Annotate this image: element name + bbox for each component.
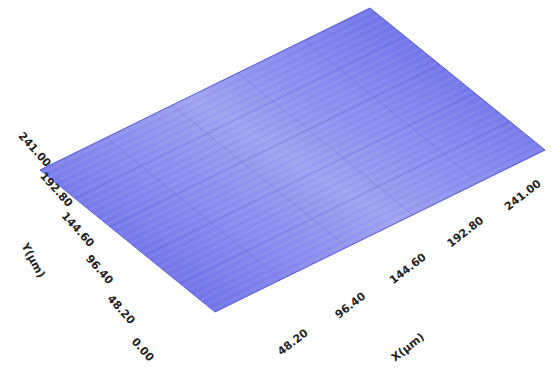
grid-line-x (370, 8, 545, 150)
texture-line (72, 34, 402, 196)
grid-line-y (110, 65, 440, 227)
texture-line (81, 41, 411, 203)
texture-line (52, 17, 382, 179)
x-tick-label: 96.40 (333, 289, 369, 321)
x-tick-label: 144.60 (387, 250, 429, 287)
grid-line-x (304, 40, 479, 182)
texture-line (60, 25, 390, 187)
texture-line (49, 15, 379, 177)
texture-line (58, 22, 388, 184)
grid-line-y (180, 122, 510, 284)
texture-line (75, 36, 405, 198)
chart-root: 48.2096.40144.60192.80241.000.0048.2096.… (0, 0, 552, 376)
texture-line (63, 27, 393, 189)
grid-line-y (145, 93, 475, 255)
grid-line-x (238, 73, 413, 215)
surface-plane (40, 8, 545, 312)
x-axis-title: X(μm) (389, 330, 427, 364)
texture-line (43, 10, 373, 172)
chart: 48.2096.40144.60192.80241.000.0048.2096.… (0, 0, 552, 376)
texture-line (55, 20, 385, 182)
y-tick-label: 96.40 (83, 252, 116, 287)
y-tick-label: 144.60 (59, 210, 97, 251)
texture-line (46, 13, 376, 175)
y-tick-label: 0.00 (129, 335, 157, 364)
surface-texture (43, 10, 542, 309)
grid-line-y (75, 36, 405, 198)
grid-line-x (106, 138, 281, 280)
y-tick-label: 192.80 (37, 170, 75, 211)
grid-line-x (172, 105, 347, 247)
grid-line-y (40, 8, 370, 170)
texture-line (69, 32, 399, 194)
x-tick-label: 192.80 (445, 214, 487, 251)
grid (40, 8, 545, 312)
x-tick-label: 241.00 (502, 177, 544, 214)
y-axis-title: Y(μm) (18, 240, 48, 280)
x-tick-label: 48.20 (275, 326, 311, 358)
y-tick-label: 48.20 (105, 292, 138, 327)
texture-line (78, 39, 408, 201)
y-tick-label: 241.00 (16, 130, 54, 171)
grid-line-y (215, 150, 545, 312)
